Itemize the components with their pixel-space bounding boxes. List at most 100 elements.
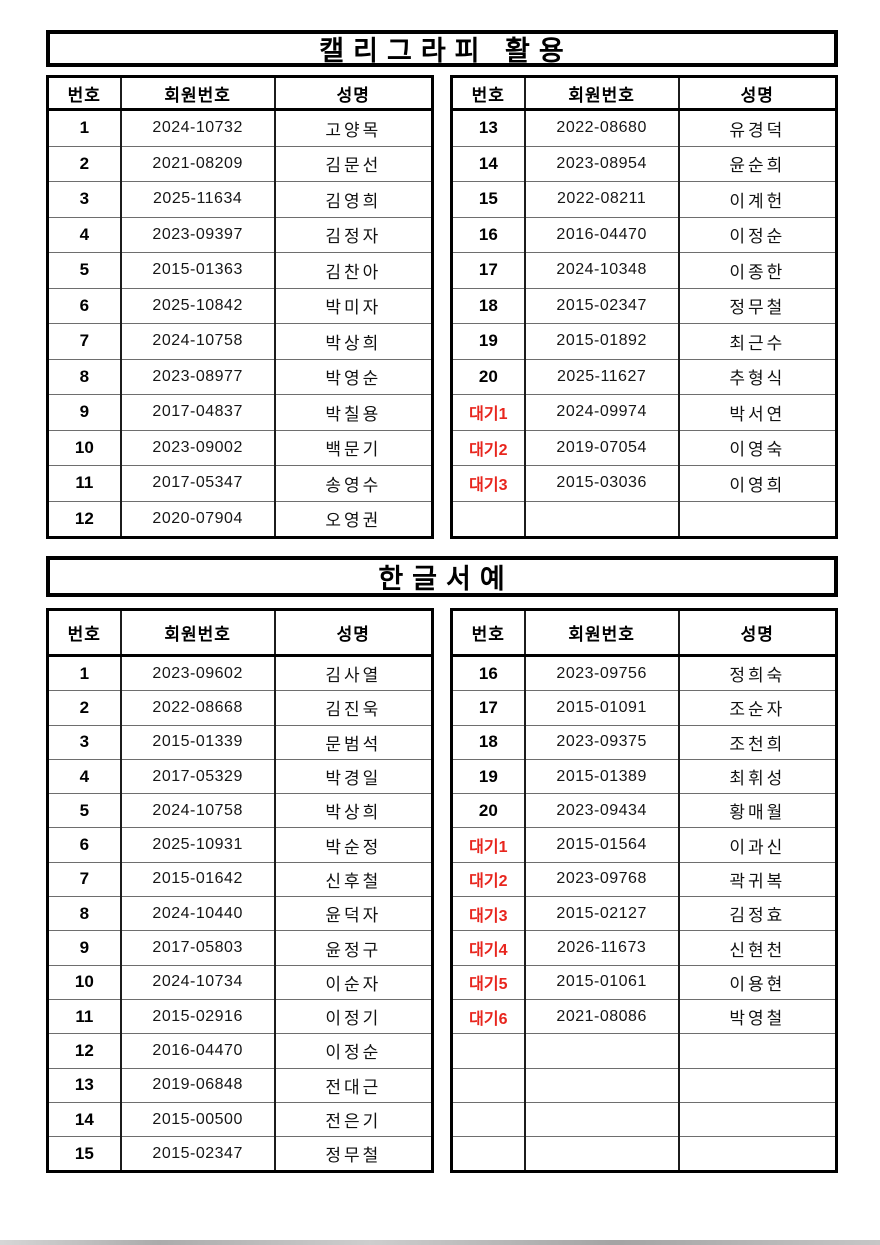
member-number-cell: 2021-08086 xyxy=(523,998,679,1034)
table-row: 1 2024-10732 고양목 xyxy=(47,109,433,146)
row-number-cell: 대기1 xyxy=(451,827,525,863)
table-row: 14 2015-00500 전은기 xyxy=(47,1101,433,1137)
name-cell: 조천희 xyxy=(677,724,837,760)
name-cell: 박순정 xyxy=(273,827,433,863)
hangul-right-table: 번호 회원번호 성명 16 2023-09756 정희숙 17 2015-01091 조순자 18… xyxy=(450,608,838,1174)
table-row: 10 2024-10734 이순자 xyxy=(47,964,433,1000)
name-cell: 추형식 xyxy=(677,358,837,395)
row-number-cell xyxy=(451,500,525,538)
table-row: 20 2023-09434 황매월 xyxy=(451,793,837,828)
header-row: 번호 회원번호 성명 xyxy=(47,76,433,111)
member-number-cell: 2019-07054 xyxy=(523,429,679,466)
table-row: 8 2024-10440 윤덕자 xyxy=(47,896,433,931)
member-number-cell: 2024-10440 xyxy=(119,896,275,931)
member-number-cell xyxy=(523,1101,679,1137)
member-number-cell: 2015-01389 xyxy=(523,758,679,794)
row-number-cell: 19 xyxy=(451,323,525,359)
member-number-cell: 2019-06848 xyxy=(119,1067,275,1103)
member-number-cell: 2015-01564 xyxy=(523,827,679,863)
member-number-cell: 2023-08977 xyxy=(119,358,275,395)
row-number-cell xyxy=(451,1067,525,1103)
name-cell: 박영철 xyxy=(677,998,837,1034)
member-number-cell: 2024-10732 xyxy=(119,109,275,146)
row-number-cell: 18 xyxy=(451,287,525,324)
column-header: 번호 xyxy=(47,609,121,657)
table-row: 2 2022-08668 김진욱 xyxy=(47,690,433,726)
member-number-cell: 2015-01892 xyxy=(523,323,679,359)
name-cell: 박영순 xyxy=(273,358,433,395)
name-cell: 이과신 xyxy=(677,827,837,863)
table-row: 대기4 2026-11673 신현천 xyxy=(451,930,837,966)
row-number-cell: 대기3 xyxy=(451,896,525,931)
row-number-cell: 15 xyxy=(47,1136,121,1172)
table-row: 6 2025-10931 박순정 xyxy=(47,827,433,863)
name-cell: 김사열 xyxy=(273,654,433,691)
member-number-cell: 2015-00500 xyxy=(119,1101,275,1137)
table-row xyxy=(451,1101,837,1137)
row-number-cell xyxy=(451,1101,525,1137)
name-cell: 조순자 xyxy=(677,690,837,726)
name-cell: 이순자 xyxy=(273,964,433,1000)
table-row: 5 2015-01363 김찬아 xyxy=(47,252,433,288)
name-cell: 윤순희 xyxy=(677,145,837,182)
column-header: 회원번호 xyxy=(523,76,679,111)
row-number-cell: 4 xyxy=(47,216,121,253)
member-number-cell: 2022-08680 xyxy=(523,109,679,146)
table-row: 대기3 2015-02127 김정효 xyxy=(451,896,837,931)
column-header: 회원번호 xyxy=(119,609,275,657)
hangul-title-box: 한글서예 xyxy=(46,556,838,597)
member-number-cell: 2024-10348 xyxy=(523,252,679,288)
name-cell: 고양목 xyxy=(273,109,433,146)
row-number-cell: 대기6 xyxy=(451,998,525,1034)
table-row: 5 2024-10758 박상희 xyxy=(47,793,433,828)
row-number-cell: 11 xyxy=(47,998,121,1034)
member-number-cell: 2023-09375 xyxy=(523,724,679,760)
table-row: 2 2021-08209 김문선 xyxy=(47,145,433,182)
name-cell: 박칠용 xyxy=(273,394,433,430)
member-number-cell: 2016-04470 xyxy=(119,1033,275,1069)
row-number-cell: 12 xyxy=(47,1033,121,1069)
row-number-cell: 5 xyxy=(47,793,121,828)
roster-page: 캘리그라피 활용 번호 회원번호 성명 1 2024-10732 고양목 2 2021-082… xyxy=(46,30,838,1174)
column-header: 번호 xyxy=(47,76,121,111)
calligraphy-title-box: 캘리그라피 활용 xyxy=(46,30,838,67)
member-number-cell xyxy=(523,500,679,538)
table-row: 16 2023-09756 정희숙 xyxy=(451,654,837,691)
name-cell: 황매월 xyxy=(677,793,837,828)
member-number-cell: 2015-03036 xyxy=(523,465,679,501)
row-number-cell: 18 xyxy=(451,724,525,760)
name-cell: 윤정구 xyxy=(273,930,433,966)
column-header: 성명 xyxy=(677,76,837,111)
member-number-cell: 2025-10931 xyxy=(119,827,275,863)
member-number-cell: 2022-08668 xyxy=(119,690,275,726)
name-cell: 이정순 xyxy=(677,216,837,253)
name-cell: 김찬아 xyxy=(273,252,433,288)
name-cell: 이용현 xyxy=(677,964,837,1000)
section-title: 한글서예 xyxy=(378,564,514,594)
member-number-cell: 2023-09756 xyxy=(523,654,679,691)
row-number-cell: 8 xyxy=(47,896,121,931)
table-row: 대기3 2015-03036 이영희 xyxy=(451,465,837,501)
name-cell: 이정순 xyxy=(273,1033,433,1069)
name-cell: 최휘성 xyxy=(677,758,837,794)
member-number-cell xyxy=(523,1136,679,1172)
table-row: 4 2023-09397 김정자 xyxy=(47,216,433,253)
table-row xyxy=(451,500,837,538)
name-cell: 송영수 xyxy=(273,465,433,501)
row-number-cell: 3 xyxy=(47,724,121,760)
table-row: 15 2022-08211 이계헌 xyxy=(451,181,837,217)
column-header: 번호 xyxy=(451,609,525,657)
table-row: 대기2 2019-07054 이영숙 xyxy=(451,429,837,466)
row-number-cell xyxy=(451,1033,525,1069)
column-header: 회원번호 xyxy=(119,76,275,111)
member-number-cell: 2016-04470 xyxy=(523,216,679,253)
row-number-cell: 20 xyxy=(451,793,525,828)
name-cell: 정무철 xyxy=(677,287,837,324)
member-number-cell: 2025-10842 xyxy=(119,287,275,324)
table-row xyxy=(451,1067,837,1103)
row-number-cell: 대기5 xyxy=(451,964,525,1000)
member-number-cell: 2015-01363 xyxy=(119,252,275,288)
name-cell: 곽귀복 xyxy=(677,861,837,897)
row-number-cell: 19 xyxy=(451,758,525,794)
name-cell: 신후철 xyxy=(273,861,433,897)
